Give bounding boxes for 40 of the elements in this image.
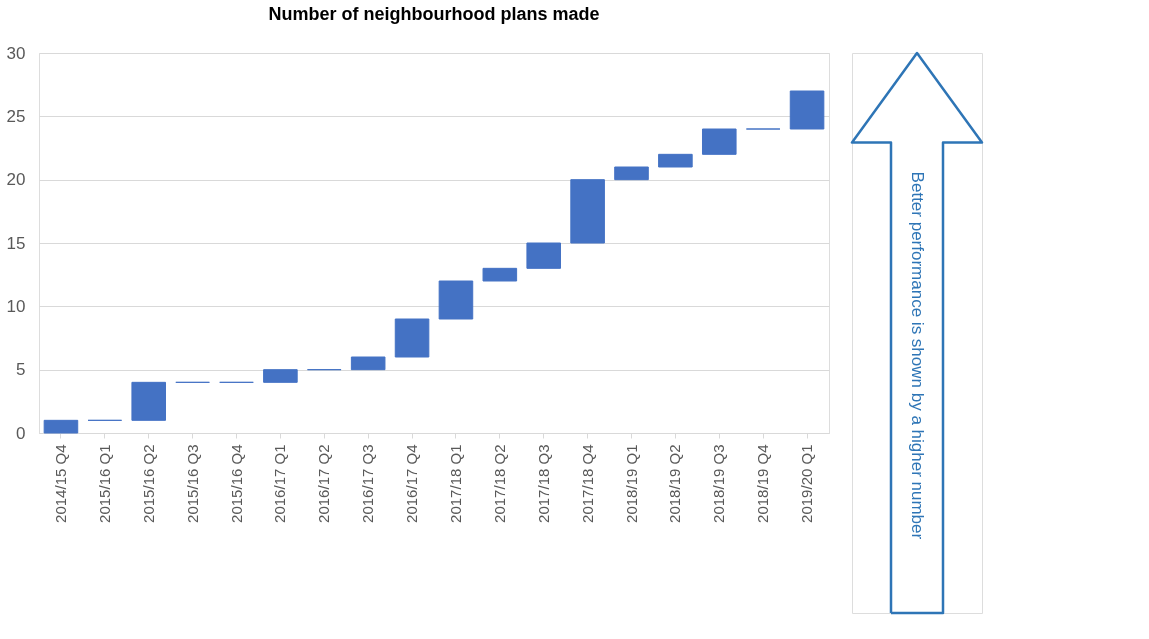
bar	[263, 369, 298, 383]
x-tick-label: 2015/16 Q4	[227, 444, 245, 523]
x-tick-label: 2014/15 Q4	[51, 444, 69, 523]
y-tick-label: 15	[6, 233, 26, 253]
x-tick-label: 2018/19 Q3	[710, 444, 728, 523]
bar	[350, 356, 386, 371]
x-tick-label: 2017/18 Q1	[446, 444, 464, 523]
y-tick-label: 0	[16, 423, 26, 443]
x-tick-label: 2016/17 Q1	[271, 444, 289, 523]
bar	[614, 166, 649, 181]
chart-title: Number of neighbourhood plans made	[268, 4, 600, 24]
x-tick-label: 2019/20 Q1	[798, 444, 816, 523]
y-tick-label: 5	[16, 360, 26, 380]
x-tick-label: 2017/18 Q2	[490, 444, 508, 523]
x-tick-label: 2016/17 Q4	[403, 444, 421, 523]
y-tick-label: 25	[6, 106, 26, 126]
bar	[43, 419, 79, 434]
text: Better performance is shown by a higher number	[908, 171, 927, 540]
x-tick-label: 2015/16 Q3	[183, 444, 201, 523]
bar	[789, 90, 825, 130]
x-tick-label: 2018/19 Q4	[754, 444, 772, 523]
x-tick-label: 2017/18 Q3	[534, 444, 552, 523]
x-tick-label: 2018/19 Q2	[666, 444, 684, 523]
x-tick-label: 2015/16 Q2	[139, 444, 157, 523]
bar	[438, 280, 474, 320]
x-tick-label: 2017/18 Q4	[578, 444, 596, 523]
y-tick-label: 20	[6, 170, 26, 190]
x-tick-label: 2016/17 Q2	[315, 444, 333, 523]
y-tick-label: 10	[6, 296, 26, 316]
y-tick-label: 30	[6, 43, 26, 63]
bar	[526, 242, 562, 269]
bar	[482, 267, 518, 282]
bar	[570, 179, 605, 244]
x-tick-label: 2018/19 Q1	[622, 444, 640, 523]
bar	[131, 381, 167, 421]
x-tick-label: 2016/17 Q3	[359, 444, 377, 523]
x-tick-label: 2015/16 Q1	[95, 444, 113, 523]
bar	[701, 128, 737, 155]
bar	[658, 153, 693, 168]
bar	[394, 318, 430, 358]
